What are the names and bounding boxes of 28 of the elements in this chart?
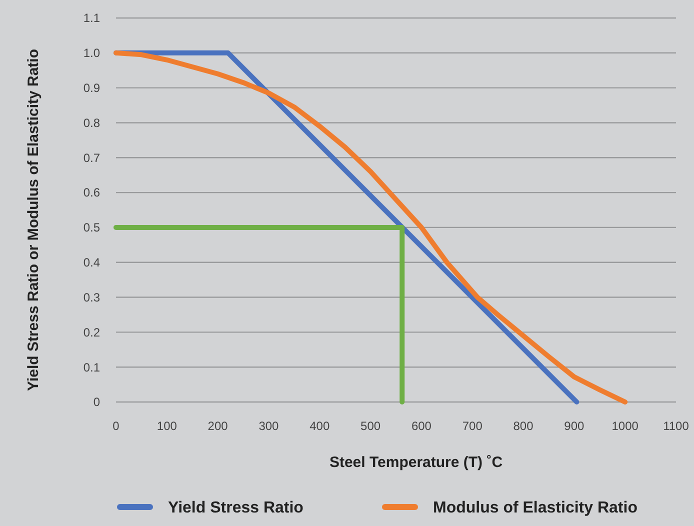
y-tick-label: 0 — [93, 395, 100, 410]
x-tick-label: 1000 — [612, 419, 639, 433]
legend-label: Yield Stress Ratio — [168, 500, 304, 517]
x-tick-label: 0 — [112, 419, 120, 433]
y-tick-label: 0.5 — [83, 220, 100, 235]
x-tick-label: 900 — [564, 419, 585, 433]
y-tick-label: 1.1 — [83, 11, 100, 26]
x-tick-label: 700 — [462, 419, 483, 433]
x-tick-label: 1100 — [663, 419, 690, 433]
x-tick-label: 200 — [208, 419, 228, 433]
y-tick-label: 1.0 — [83, 46, 100, 60]
y-tick-label: 0.4 — [83, 256, 100, 270]
legend-label: Modulus of Elasticity Ratio — [433, 500, 638, 517]
y-tick-label: 0.8 — [83, 116, 100, 130]
x-tick-label: 600 — [411, 419, 432, 433]
x-tick-label: 100 — [156, 419, 178, 433]
y-tick-label: 0.9 — [83, 81, 100, 96]
x-tick-label: 500 — [360, 419, 381, 433]
y-tick-label: 0.3 — [83, 290, 100, 304]
x-tick-label: 400 — [310, 419, 330, 433]
x-axis-title: Steel Temperature (T) ˚C — [329, 454, 503, 471]
y-tick-label: 0.6 — [83, 186, 100, 200]
y-tick-label: 0.1 — [83, 360, 100, 374]
y-axis-title: Yield Stress Ratio or Modulus of Elasticity Ratio — [25, 48, 42, 392]
y-tick-label: 0.7 — [83, 150, 100, 165]
x-tick-label: 800 — [513, 419, 534, 433]
x-tick-label: 300 — [258, 419, 280, 433]
y-tick-label: 0.2 — [83, 325, 100, 340]
